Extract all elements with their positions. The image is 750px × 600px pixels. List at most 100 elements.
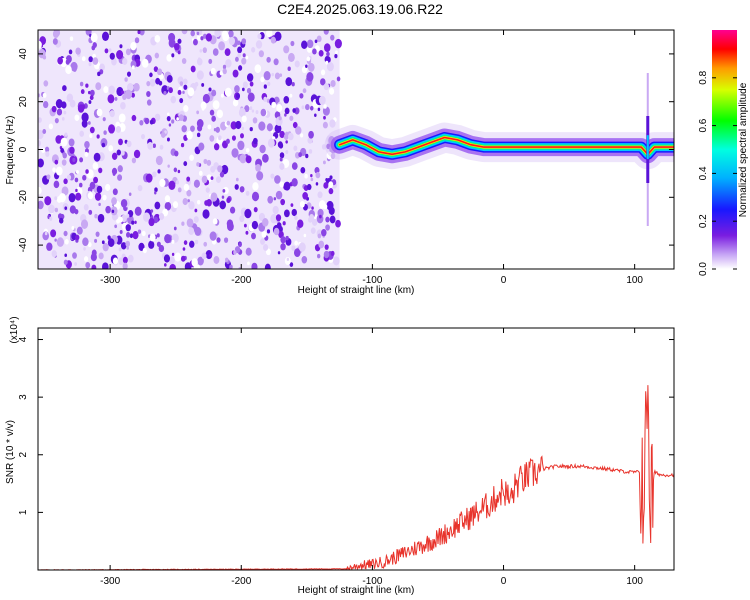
noise-speckle — [97, 213, 105, 223]
noise-speckle — [105, 183, 111, 191]
noise-speckle — [229, 264, 233, 269]
noise-speckle — [274, 124, 282, 134]
noise-speckle — [164, 263, 167, 267]
noise-speckle — [69, 36, 74, 41]
noise-speckle — [65, 59, 70, 65]
snr-y-multiplier: (x10⁴) — [9, 316, 20, 343]
noise-speckle — [197, 256, 204, 266]
noise-speckle — [117, 216, 123, 223]
noise-speckle — [72, 66, 77, 72]
noise-speckle — [97, 71, 101, 77]
noise-speckle — [87, 121, 91, 125]
noise-speckle — [84, 151, 89, 157]
noise-speckle — [156, 68, 163, 76]
noise-speckle — [330, 250, 335, 256]
noise-speckle — [125, 224, 131, 232]
noise-speckle — [63, 230, 68, 237]
noise-speckle — [238, 65, 243, 71]
noise-speckle — [68, 49, 73, 55]
y-tick-label: 3 — [18, 394, 29, 400]
noise-speckle — [274, 175, 281, 184]
noise-speckle — [279, 130, 285, 139]
noise-speckle — [177, 169, 181, 174]
noise-speckle — [223, 237, 229, 243]
noise-speckle — [68, 138, 75, 147]
noise-speckle — [120, 199, 128, 208]
noise-speckle — [328, 181, 334, 188]
noise-speckle — [103, 86, 109, 94]
noise-speckle — [217, 165, 223, 173]
noise-speckle — [285, 235, 289, 241]
noise-speckle — [119, 230, 123, 234]
noise-speckle — [72, 252, 77, 259]
noise-speckle — [174, 252, 182, 262]
noise-speckle — [88, 209, 93, 215]
noise-speckle — [120, 150, 125, 156]
spectrogram-y-axis: -40 -20 0 20 40 — [18, 48, 674, 252]
noise-speckle — [263, 96, 268, 102]
noise-speckle — [147, 142, 154, 150]
noise-speckle — [266, 98, 270, 103]
noise-speckle — [102, 117, 106, 122]
noise-speckle — [289, 93, 293, 98]
noise-speckle — [224, 87, 232, 97]
noise-speckle — [196, 31, 200, 36]
noise-speckle — [61, 159, 67, 166]
noise-speckle — [159, 178, 166, 188]
noise-speckle — [326, 151, 333, 160]
noise-speckle — [266, 56, 271, 63]
noise-speckle — [179, 98, 184, 104]
noise-speckle — [171, 252, 175, 256]
noise-speckle — [64, 206, 68, 210]
noise-speckle — [283, 45, 290, 54]
noise-speckle — [180, 142, 185, 148]
noise-speckle — [315, 182, 319, 186]
noise-speckle — [182, 247, 186, 251]
noise-speckle — [145, 173, 153, 183]
snr-background — [38, 328, 674, 570]
noise-speckle — [298, 152, 303, 158]
noise-speckle — [187, 199, 190, 203]
noise-speckle — [155, 77, 161, 85]
noise-speckle — [302, 192, 308, 200]
noise-speckle — [323, 43, 331, 52]
snr-panel: -300 -200 -100 0 100 1 2 3 4 Height of straight… — [5, 316, 675, 596]
figure-title: C2E4.2025.063.19.06.R22 — [277, 1, 443, 17]
noise-speckle — [254, 64, 262, 74]
noise-speckle — [306, 39, 314, 49]
noise-speckle — [239, 153, 247, 164]
noise-speckle — [204, 200, 209, 206]
noise-speckle — [119, 44, 123, 49]
noise-speckle — [107, 94, 115, 104]
noise-speckle — [231, 148, 239, 158]
noise-speckle — [260, 108, 267, 117]
noise-speckle — [240, 133, 244, 139]
noise-speckle — [244, 105, 250, 113]
noise-speckle — [57, 56, 64, 65]
noise-speckle — [162, 208, 169, 217]
noise-speckle — [330, 80, 336, 87]
noise-speckle — [83, 247, 86, 251]
y-tick-label: 2 — [18, 452, 29, 458]
noise-speckle — [181, 30, 188, 35]
noise-speckle — [200, 36, 204, 41]
noise-speckle — [232, 69, 239, 78]
noise-speckle — [225, 257, 229, 262]
noise-speckle — [134, 220, 137, 224]
noise-speckle — [62, 85, 67, 92]
noise-speckle — [148, 217, 155, 227]
noise-speckle — [168, 256, 175, 265]
noise-speckle — [125, 240, 131, 247]
noise-speckle — [196, 57, 203, 66]
noise-speckle — [266, 123, 273, 132]
noise-speckle — [89, 181, 96, 190]
noise-speckle — [84, 140, 90, 149]
noise-speckle — [75, 192, 82, 201]
noise-speckle — [141, 230, 146, 237]
noise-speckle — [111, 152, 118, 160]
noise-speckle — [75, 234, 80, 241]
noise-speckle — [42, 92, 47, 98]
noise-speckle — [280, 236, 286, 244]
noise-speckle — [126, 246, 130, 250]
noise-speckle — [88, 100, 92, 104]
